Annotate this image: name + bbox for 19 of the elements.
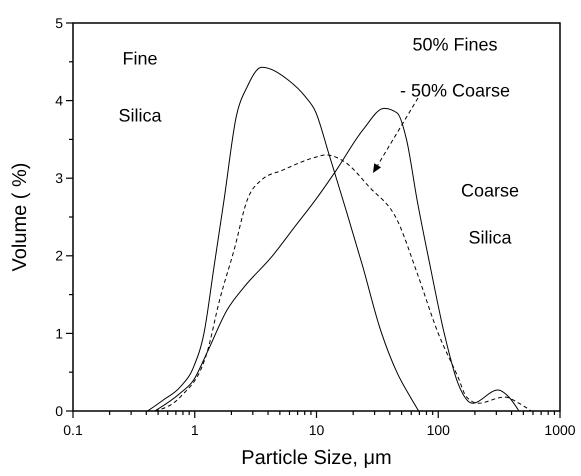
y-tick-label: 3 <box>55 170 64 186</box>
x-tick-label: 10 <box>308 422 324 438</box>
y-tick-label: 1 <box>55 325 64 342</box>
y-axis-title: Volume ( %) <box>9 162 31 272</box>
annotation: Silica <box>118 105 162 126</box>
y-tick-label: 0 <box>55 402 64 419</box>
annotation: Coarse <box>460 180 520 200</box>
annotation: 50% Fines <box>412 34 498 54</box>
annotation: Silica <box>468 227 512 248</box>
x-axis-title: Particle Size, μm <box>241 447 392 469</box>
y-tick-label: 5 <box>55 14 64 31</box>
x-tick-label: 1 <box>190 422 199 438</box>
annotation: Fine <box>122 48 158 68</box>
x-tick-label: 100 <box>426 422 450 438</box>
y-tick-label: 4 <box>55 92 64 108</box>
annotation: - 50% Coarse <box>400 80 510 100</box>
y-tick-label: 2 <box>55 248 64 264</box>
x-tick-label: 0.1 <box>63 422 83 438</box>
x-tick-label: 1000 <box>544 422 576 438</box>
